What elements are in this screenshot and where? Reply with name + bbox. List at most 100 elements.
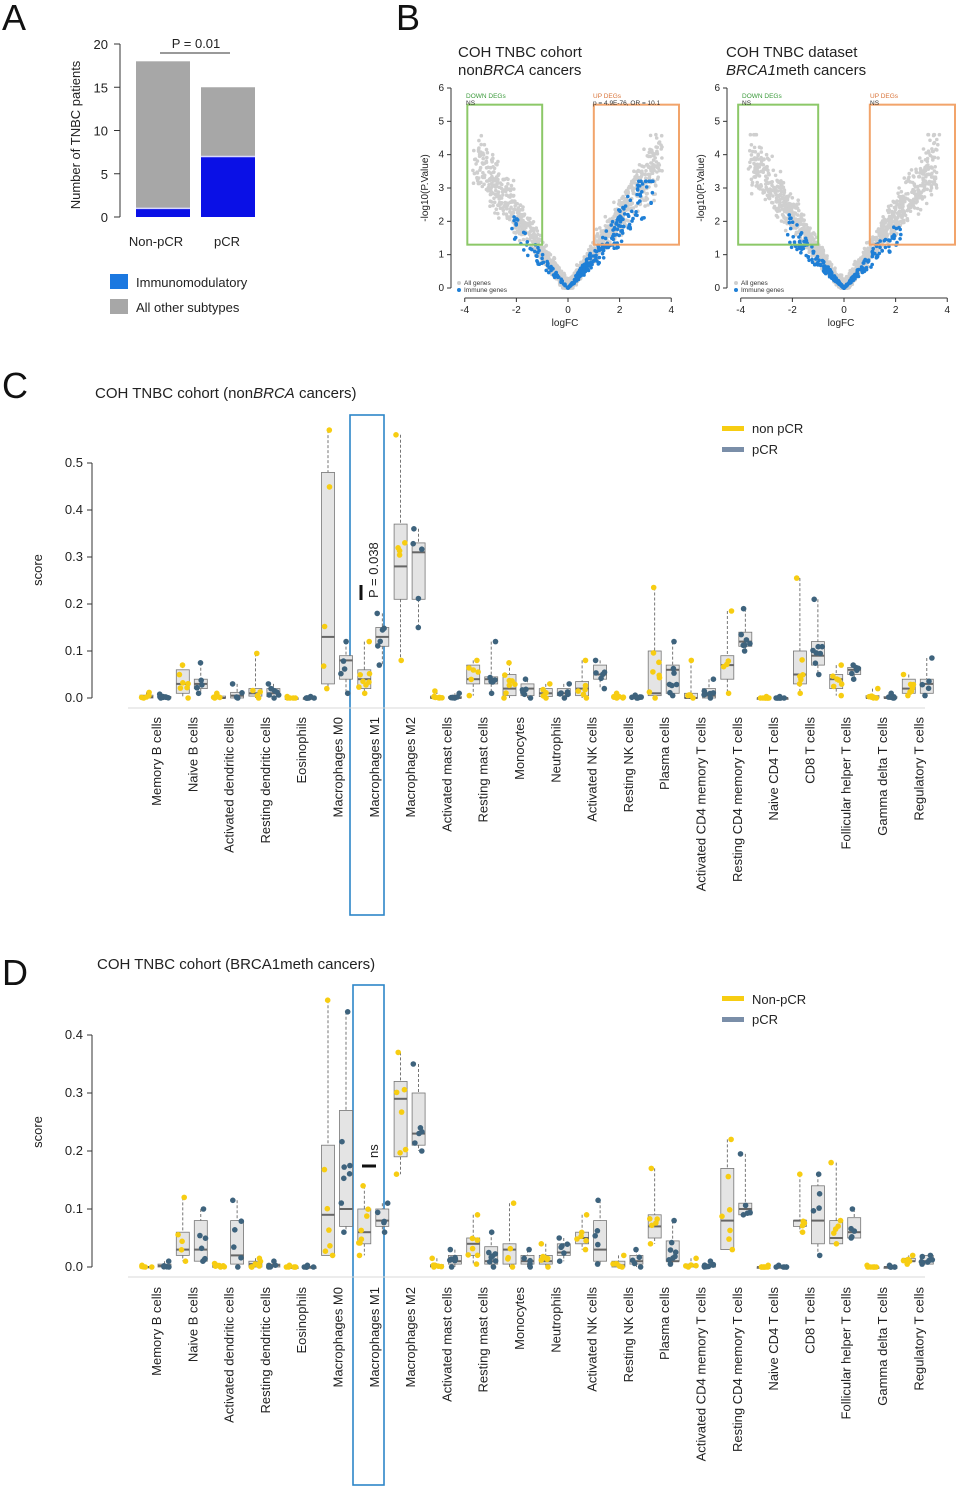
sample-point <box>366 670 373 677</box>
sample-point <box>254 692 261 699</box>
sample-point <box>229 681 236 687</box>
volcano-y-tick-label: 2 <box>714 216 720 227</box>
immune-gene-point <box>878 245 882 250</box>
sample-point <box>810 647 816 654</box>
gene-point <box>495 194 499 199</box>
gene-point <box>923 168 928 173</box>
up-degs-box <box>592 103 681 246</box>
immune-gene-point <box>639 179 643 184</box>
sample-point <box>339 1138 345 1145</box>
sample-point <box>728 1136 734 1143</box>
sample-point <box>360 678 366 685</box>
sample-point <box>918 1259 925 1265</box>
sample-point <box>710 676 717 682</box>
gene-point <box>899 189 904 194</box>
legend-swatch-other <box>110 299 128 314</box>
panel-c-letter: C <box>2 365 28 406</box>
immune-gene-point <box>620 231 625 235</box>
gene-point <box>632 169 636 173</box>
gene-point <box>937 132 942 137</box>
panel-b: B COH TNBC cohort nonBRCA cancers -log10… <box>396 0 957 329</box>
gene-point <box>903 213 908 218</box>
immune-gene-point <box>627 223 631 228</box>
x-category-label: Activated NK cells <box>585 1287 600 1392</box>
gene-point <box>754 132 759 137</box>
gene-point <box>897 186 901 190</box>
gene-point <box>535 229 540 233</box>
gene-point <box>914 167 918 172</box>
sample-point <box>185 695 191 701</box>
y-tick-label: 0.1 <box>65 1201 83 1216</box>
panel-c-annotation: P = 0.038 <box>366 542 381 598</box>
sample-point <box>475 669 481 675</box>
gene-point <box>918 156 922 160</box>
sample-point <box>797 690 803 697</box>
gene-point <box>914 170 919 175</box>
panel-c: C COH TNBC cohort (nonBRCA cancers) scor… <box>2 365 935 916</box>
volcano-y-tick-label: 4 <box>714 150 720 161</box>
sample-point <box>926 678 932 685</box>
panel-c-legend-nonpcr: non pCR <box>752 421 803 436</box>
sample-point <box>849 1234 855 1240</box>
sample-point <box>907 689 913 695</box>
bar-other-1 <box>201 87 255 157</box>
gene-point <box>748 165 752 169</box>
gene-point <box>799 212 804 216</box>
gene-point <box>791 202 796 207</box>
gene-point <box>833 266 837 271</box>
gene-point <box>649 167 653 172</box>
gene-point <box>511 178 516 183</box>
sample-point <box>819 643 825 650</box>
x-category-label: Resting mast cells <box>476 717 491 823</box>
gene-point <box>491 156 495 161</box>
sample-point <box>919 681 926 688</box>
immune-gene-point <box>637 184 642 188</box>
gene-point <box>766 168 770 173</box>
sample-point <box>212 694 218 700</box>
gene-point <box>508 210 512 214</box>
sample-point <box>593 670 599 676</box>
sample-point <box>430 1262 437 1268</box>
gene-point <box>518 239 522 243</box>
gene-point <box>617 202 621 206</box>
gene-point <box>762 166 766 171</box>
sample-point <box>812 660 819 666</box>
gene-point <box>655 149 659 154</box>
sample-point <box>271 695 277 701</box>
gene-point <box>496 191 500 195</box>
gene-point <box>499 186 504 191</box>
sample-point <box>344 690 351 697</box>
gene-point <box>621 202 625 207</box>
gene-point <box>895 211 900 215</box>
sample-point <box>198 677 204 684</box>
volcano-y-tick-label: 6 <box>438 83 444 94</box>
sample-point <box>595 1197 601 1204</box>
sample-point <box>693 1255 699 1262</box>
gene-point <box>522 213 526 217</box>
gene-point <box>749 177 754 182</box>
gene-point <box>471 168 475 173</box>
gene-point <box>921 147 926 151</box>
gene-point <box>885 233 889 238</box>
gene-point <box>759 169 763 174</box>
gene-point <box>640 186 645 190</box>
x-category-label: Monocytes <box>512 1287 527 1350</box>
gene-point <box>768 191 772 195</box>
immune-gene-point <box>877 251 882 256</box>
sample-point <box>401 1086 408 1093</box>
gene-point <box>748 148 752 153</box>
y-tick-label: 0.4 <box>65 502 83 517</box>
panel-a-letter: A <box>2 0 26 38</box>
sample-point <box>474 1252 481 1259</box>
panel-d: D COH TNBC cohort (BRCA1meth cancers) sc… <box>2 952 936 1486</box>
gene-point <box>477 154 482 159</box>
sample-point <box>179 1238 185 1245</box>
gene-point <box>657 168 662 173</box>
sample-point <box>647 1241 654 1247</box>
immune-gene-point <box>880 249 884 253</box>
gene-point <box>479 133 484 138</box>
sample-point <box>816 1191 823 1197</box>
gene-point <box>807 247 811 251</box>
sample-point <box>274 689 280 695</box>
immune-gene-point <box>797 235 801 239</box>
